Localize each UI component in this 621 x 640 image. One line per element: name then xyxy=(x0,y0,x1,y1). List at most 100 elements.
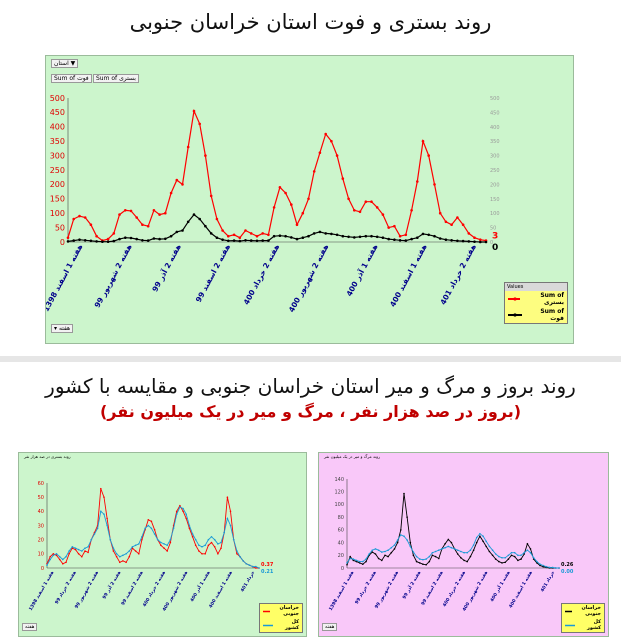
end-value-label: 0.26 xyxy=(561,562,574,568)
data-point xyxy=(419,562,421,564)
data-point xyxy=(209,232,213,235)
data-point xyxy=(226,496,229,498)
data-point xyxy=(49,558,51,561)
data-point xyxy=(370,200,373,203)
data-point xyxy=(95,240,98,243)
data-point xyxy=(396,539,399,541)
data-point xyxy=(473,240,476,243)
data-point xyxy=(74,548,77,551)
data-point xyxy=(362,563,364,565)
right-y-tick-label: 450 xyxy=(490,110,500,116)
data-point xyxy=(400,534,402,536)
data-point xyxy=(118,237,121,241)
x-tick-label: هفته 2 اسفند 99 xyxy=(194,243,232,304)
data-point xyxy=(272,234,276,238)
data-point xyxy=(83,216,87,219)
data-point xyxy=(115,555,118,558)
data-point xyxy=(463,551,465,554)
data-point xyxy=(416,236,419,239)
x-tick-label: هفته 1 اسفند 400 xyxy=(208,570,234,609)
series-line-0 xyxy=(346,493,559,569)
x-tick-label: هفته 2 خرداد 400 xyxy=(142,570,167,608)
data-point xyxy=(131,546,134,548)
data-point xyxy=(251,565,254,568)
data-point xyxy=(119,561,121,564)
data-point xyxy=(415,555,418,558)
data-point xyxy=(261,239,264,242)
data-point xyxy=(450,546,453,549)
data-point xyxy=(191,536,194,538)
x-tick-label: هفته 2 آذر 99 xyxy=(401,570,422,600)
data-point xyxy=(55,554,58,557)
end-value-label: 0.00 xyxy=(561,569,574,575)
data-point xyxy=(249,239,253,242)
data-point xyxy=(393,548,396,550)
data-point xyxy=(434,555,437,558)
data-point xyxy=(84,547,86,549)
y-tick-label: 450 xyxy=(50,108,65,117)
data-point xyxy=(517,559,519,562)
data-point xyxy=(188,527,191,530)
filter-dropdown[interactable]: ▼ استان xyxy=(51,59,79,68)
data-point xyxy=(355,560,358,563)
filter-icon: ▼ xyxy=(70,60,76,67)
week-dropdown[interactable]: هفته ▾ xyxy=(51,324,74,333)
section2-subtitle: (بروز در صد هزار نفر ، مرگ و میر در یک م… xyxy=(99,402,522,421)
chart2-week-dropdown[interactable]: هفته xyxy=(22,623,38,631)
data-point xyxy=(335,233,339,237)
section-divider xyxy=(0,356,621,362)
series-line-0 xyxy=(46,488,259,569)
data-point xyxy=(433,234,436,238)
data-point xyxy=(229,510,232,513)
y-tick-label: 200 xyxy=(50,180,65,189)
y-tick-label: 0 xyxy=(60,238,65,247)
data-point xyxy=(267,239,270,242)
data-point xyxy=(103,496,105,498)
data-point xyxy=(365,558,367,560)
data-point xyxy=(450,239,453,242)
data-point xyxy=(393,544,396,546)
data-point xyxy=(469,549,472,551)
data-point xyxy=(421,232,425,236)
data-point xyxy=(368,553,370,555)
x-tick-label: هفته 1 آذر 400 xyxy=(489,570,512,603)
data-point xyxy=(249,232,253,235)
data-point xyxy=(425,558,427,560)
data-point xyxy=(112,547,115,549)
data-point xyxy=(204,224,207,228)
data-point xyxy=(122,554,124,557)
data-point xyxy=(217,543,219,545)
data-point xyxy=(433,183,436,186)
tab-sum-deaths[interactable]: Sum of فوت xyxy=(51,74,92,83)
data-point xyxy=(166,544,168,547)
data-point xyxy=(488,545,491,548)
x-tick-label: هفته 2 خرداد 99 xyxy=(354,570,378,605)
data-point xyxy=(349,555,351,558)
x-tick-label: هفته 1 اسفند 400 xyxy=(508,570,534,609)
data-point xyxy=(210,536,213,538)
data-point xyxy=(182,510,184,513)
chart3-week-dropdown[interactable]: هفته xyxy=(322,623,338,631)
data-point xyxy=(185,513,187,515)
data-point xyxy=(523,551,525,554)
data-point xyxy=(352,559,355,562)
data-point xyxy=(290,203,293,206)
data-point xyxy=(128,550,131,552)
data-point xyxy=(65,555,67,558)
data-point xyxy=(539,564,541,567)
data-point xyxy=(83,239,87,242)
data-point xyxy=(387,237,391,241)
data-point xyxy=(466,560,468,563)
data-point xyxy=(112,239,116,243)
data-point xyxy=(504,561,506,564)
data-point xyxy=(438,557,440,560)
tab-sum-hospitalized[interactable]: Sum of بستری xyxy=(93,74,139,83)
data-point xyxy=(406,516,408,518)
data-point xyxy=(122,560,124,562)
data-point xyxy=(412,554,415,557)
data-point xyxy=(255,565,257,568)
data-point xyxy=(101,240,104,243)
data-point xyxy=(377,557,380,560)
data-point xyxy=(422,558,424,561)
data-point xyxy=(548,566,551,569)
